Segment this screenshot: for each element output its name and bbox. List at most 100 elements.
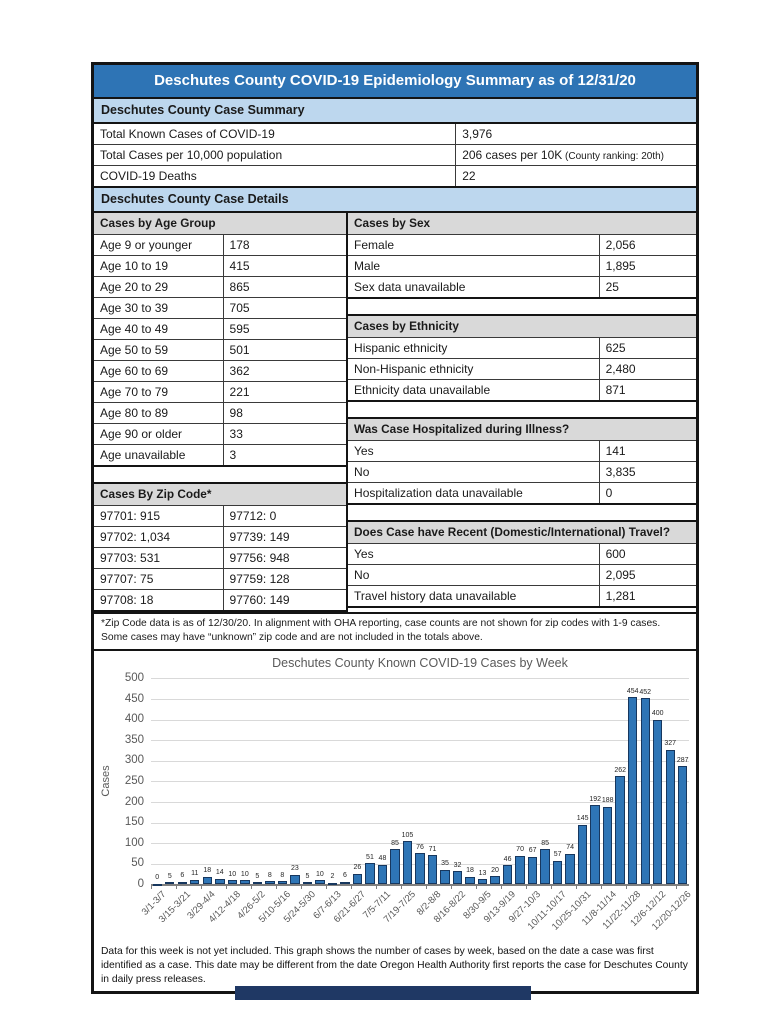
- table-row: 97702: 1,034 97739: 149: [94, 527, 347, 548]
- x-axis-tick: [526, 885, 528, 890]
- bar: [190, 879, 200, 885]
- x-axis-tick: [401, 885, 403, 890]
- bar-value-label: 10: [228, 870, 237, 878]
- x-axis-tick: [651, 885, 653, 890]
- hospitalized-table-header: Was Case Hospitalized during Illness?: [348, 419, 696, 441]
- bar: [527, 856, 538, 885]
- bar: [627, 697, 638, 885]
- table-row: 97703: 531 97756: 948: [94, 548, 347, 569]
- table-cell: 178: [222, 235, 347, 255]
- bar: [665, 749, 675, 885]
- bar-value-label: 13: [478, 869, 487, 877]
- table-cell: 33: [222, 424, 347, 444]
- bar-value-label: 10: [240, 870, 249, 878]
- x-axis-tick: [326, 885, 328, 890]
- y-axis-tick-label: 300: [124, 754, 144, 767]
- table-cell: 97702: 1,034: [100, 529, 171, 544]
- chart-title: Deschutes County Known COVID-19 Cases by…: [272, 656, 568, 671]
- table-row: Non-Hispanic ethnicity 2,480: [348, 359, 696, 380]
- bar-value-label: 85: [391, 839, 399, 847]
- summary-value: 3,976: [455, 124, 696, 144]
- table-row: 97708: 18 97760: 149: [94, 590, 346, 610]
- bar-value-label: 6: [180, 872, 185, 880]
- gridline: [151, 781, 689, 783]
- y-axis-tick-label: 400: [124, 713, 144, 726]
- x-axis-tick: [601, 885, 603, 890]
- table-cell: 97703: 531: [100, 550, 161, 565]
- table-row: Sex data unavailable 25: [348, 277, 696, 297]
- bar: [565, 853, 575, 885]
- bar: [327, 882, 338, 885]
- table-cell: Female: [354, 237, 395, 252]
- bar-value-label: 67: [528, 847, 537, 855]
- table-cell: No: [354, 567, 370, 582]
- bar: [540, 849, 550, 885]
- bar-value-label: 5: [305, 872, 310, 880]
- x-axis-tick: [176, 885, 178, 890]
- table-cell: 2,056: [598, 235, 696, 255]
- bar-value-label: 188: [601, 797, 614, 805]
- y-axis-tick-label: 250: [124, 774, 144, 787]
- bar-value-label: 46: [503, 855, 512, 863]
- table-cell: Yes: [354, 443, 374, 458]
- hospitalized-table: Was Case Hospitalized during Illness? Ye…: [348, 417, 696, 505]
- gridline: [151, 740, 689, 742]
- table-row: 97701: 915 97712: 0: [94, 506, 347, 527]
- spacer: [348, 402, 696, 417]
- bar: [402, 841, 413, 885]
- table-cell: Yes: [354, 546, 374, 561]
- bar: [515, 855, 525, 885]
- table-cell: 97759: 128: [222, 569, 347, 589]
- zip-table-body: 97701: 915 97712: 0 97702: 1,034 97739: 149…: [94, 506, 347, 610]
- bar-value-label: 8: [280, 871, 285, 879]
- bar: [440, 869, 450, 885]
- x-axis-tick: [551, 885, 553, 890]
- table-cell: Age 20 to 29: [100, 279, 169, 294]
- bar-value-label: 18: [466, 867, 474, 875]
- table-cell: Age 70 to 79: [100, 384, 169, 399]
- x-axis-tick: [451, 885, 453, 890]
- x-axis-tick: [426, 885, 428, 890]
- bar: [177, 881, 187, 885]
- age-table-header: Cases by Age Group: [94, 213, 347, 235]
- table-cell: 1,281: [598, 586, 696, 606]
- table-cell: Age 50 to 59: [100, 342, 169, 357]
- table-row: Travel history data unavailable 1,281: [348, 586, 696, 606]
- sex-table-header: Cases by Sex: [348, 213, 696, 235]
- bar-value-label: 10: [316, 870, 324, 878]
- bar-value-label: 145: [576, 815, 589, 823]
- bar-value-label: 23: [290, 865, 299, 873]
- travel-table: Does Case have Recent (Domestic/Internat…: [348, 520, 696, 608]
- bar-value-label: 287: [676, 756, 689, 764]
- bar: [615, 776, 625, 885]
- summary-value: 206 cases per 10K (County ranking: 20th): [455, 145, 696, 165]
- table-cell: 705: [222, 298, 347, 318]
- ethnicity-table-header: Cases by Ethnicity: [348, 316, 696, 338]
- table-row: Total Known Cases of COVID-19 3,976: [94, 124, 696, 145]
- table-cell: 3: [222, 445, 347, 465]
- ethnicity-table-body: Hispanic ethnicity 625 Non-Hispanic ethnic…: [348, 338, 696, 400]
- bar-value-label: 452: [639, 688, 652, 696]
- report-title: Deschutes County COVID-19 Epidemiology S…: [94, 65, 696, 99]
- age-table-body: Age 9 or younger 178 Age 10 to 19 415 Age 20…: [94, 235, 347, 465]
- summary-value: 22: [455, 166, 696, 186]
- table-cell: 221: [222, 382, 347, 402]
- x-axis-tick: [351, 885, 353, 890]
- bar-value-label: 192: [589, 795, 601, 803]
- zip-code-table: Cases By Zip Code* 97701: 915 97712: 0 977…: [94, 482, 347, 612]
- table-row: No 2,095: [348, 565, 696, 586]
- bar: [415, 853, 425, 885]
- bar-value-label: 5: [255, 872, 260, 880]
- table-row: Age 50 to 59 501: [94, 340, 347, 361]
- ethnicity-table: Cases by Ethnicity Hispanic ethnicity 625…: [348, 314, 696, 402]
- bar-value-label: 76: [416, 843, 424, 851]
- zip-footnote: *Zip Code data is as of 12/30/20. In ali…: [94, 612, 696, 649]
- bar: [202, 876, 212, 885]
- bar-value-label: 85: [541, 839, 550, 847]
- table-cell: 362: [222, 361, 347, 381]
- table-cell: Age 10 to 19: [100, 258, 169, 273]
- table-row: Hispanic ethnicity 625: [348, 338, 696, 359]
- table-cell: 600: [598, 544, 696, 564]
- table-cell: 97707: 75: [100, 571, 154, 586]
- table-row: Age 70 to 79 221: [94, 382, 347, 403]
